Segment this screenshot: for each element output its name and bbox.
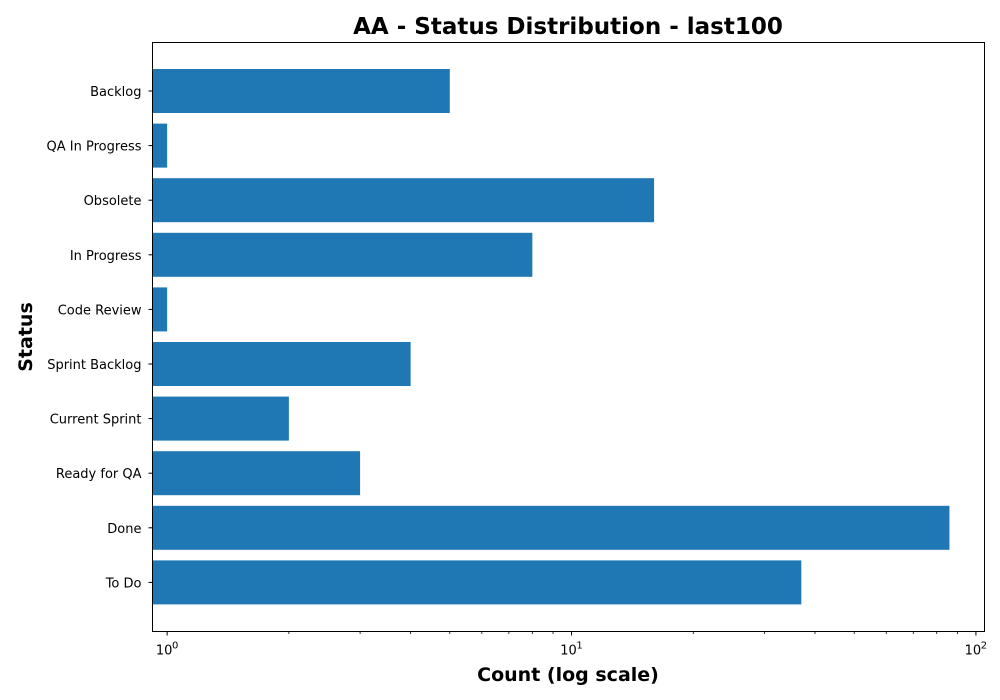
x-tick-label: 10 bbox=[965, 644, 982, 659]
bar-ready-for-qa bbox=[152, 451, 361, 496]
y-tick-label: In Progress bbox=[70, 249, 142, 264]
bar-backlog bbox=[152, 69, 450, 113]
bar-sprint-backlog bbox=[152, 342, 411, 386]
bar-qa-in-progress bbox=[152, 123, 168, 168]
y-tick-label: Backlog bbox=[90, 85, 141, 100]
y-tick-label: Done bbox=[107, 522, 141, 537]
x-tick-label: 10 bbox=[156, 644, 173, 659]
y-tick-label: Obsolete bbox=[84, 194, 142, 209]
x-tick-label: 10 bbox=[560, 644, 577, 659]
y-tick-label: Ready for QA bbox=[56, 467, 142, 482]
bar-done bbox=[152, 505, 950, 550]
bars-group bbox=[152, 69, 950, 605]
y-tick-label: Sprint Backlog bbox=[47, 358, 141, 373]
y-tick-label: QA In Progress bbox=[47, 140, 142, 155]
chart-title: AA - Status Distribution - last100 bbox=[353, 14, 783, 40]
y-axis-ticks: Backlog QA In Progress Obsolete In Progress… bbox=[47, 85, 153, 591]
bar-current-sprint bbox=[152, 396, 289, 441]
x-tick-exponent: 2 bbox=[981, 641, 987, 652]
x-axis-ticks: 10 0 10 1 10 2 bbox=[156, 631, 987, 659]
bar-in-progress bbox=[152, 232, 533, 277]
y-tick-label: To Do bbox=[105, 576, 142, 591]
bar-to-do bbox=[152, 560, 802, 605]
y-tick-label: Code Review bbox=[58, 303, 142, 318]
y-tick-label: Current Sprint bbox=[50, 413, 142, 428]
bar-code-review bbox=[152, 287, 168, 332]
y-axis-label: Status bbox=[15, 302, 37, 372]
bar-obsolete bbox=[152, 178, 655, 223]
x-tick-exponent: 0 bbox=[172, 641, 178, 652]
x-axis-label: Count (log scale) bbox=[477, 664, 659, 686]
x-tick-exponent: 1 bbox=[576, 641, 582, 652]
plot-area-frame bbox=[152, 42, 985, 632]
